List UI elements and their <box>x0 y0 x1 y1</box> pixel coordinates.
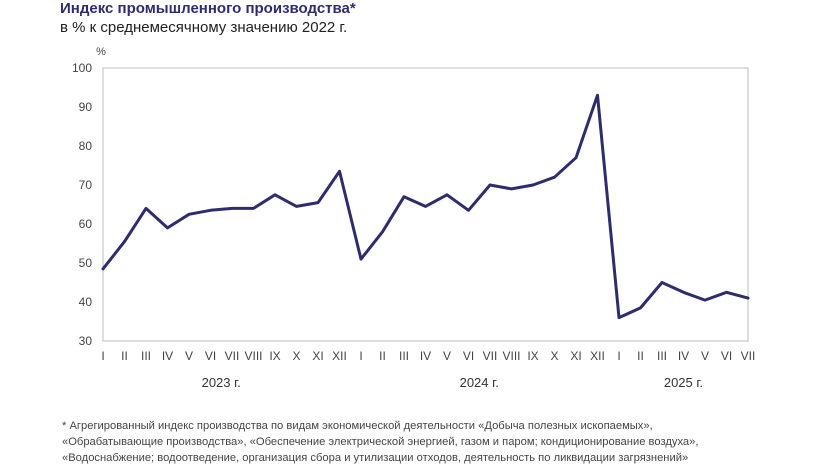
data-point <box>295 205 298 208</box>
data-point <box>381 230 384 233</box>
y-tick-label: 30 <box>79 334 93 348</box>
x-tick-label: VII <box>741 349 756 363</box>
x-tick-label: VI <box>205 349 216 363</box>
footnote-line-1: * Агрегированный индекс производства по … <box>62 420 653 432</box>
data-point <box>639 306 642 310</box>
x-tick-label: V <box>701 349 709 363</box>
data-point <box>467 209 470 212</box>
data-point <box>316 201 320 204</box>
x-tick-label: VIII <box>502 349 520 363</box>
x-tick-label: III <box>141 349 151 363</box>
x-tick-label: V <box>443 349 451 363</box>
data-point <box>596 94 599 97</box>
data-point <box>187 213 191 216</box>
year-label: 2024 г. <box>460 375 499 390</box>
footnote: * Агрегированный индекс производства по … <box>62 418 762 466</box>
y-tick-label: 80 <box>79 139 93 153</box>
x-tick-label: XII <box>332 349 347 363</box>
y-tick-label: 100 <box>72 61 92 75</box>
x-tick-label: XI <box>570 349 581 363</box>
data-point <box>273 193 277 196</box>
data-point <box>682 291 685 294</box>
data-point <box>510 187 513 191</box>
data-point <box>703 298 707 302</box>
x-tick-label: I <box>359 349 362 363</box>
x-tick-label: VIII <box>244 349 262 363</box>
footnote-line-2: «Обрабатывающие производства», «Обеспече… <box>62 436 699 448</box>
y-tick-label: 70 <box>79 178 93 192</box>
x-tick-label: II <box>121 349 128 363</box>
data-point <box>166 226 169 230</box>
data-point <box>209 209 212 212</box>
x-tick-label: II <box>379 349 386 363</box>
x-tick-label: I <box>101 349 104 363</box>
data-point <box>553 176 556 179</box>
y-tick-label: 40 <box>79 295 93 309</box>
data-point <box>445 193 449 196</box>
y-tick-label: 90 <box>79 100 93 114</box>
data-point <box>101 267 105 271</box>
x-tick-label: IV <box>678 349 689 363</box>
x-tick-label: X <box>292 349 300 363</box>
data-point <box>359 257 363 261</box>
data-point <box>746 296 750 300</box>
data-point <box>574 156 578 159</box>
x-tick-label: XII <box>590 349 605 363</box>
x-tick-label: VII <box>483 349 498 363</box>
x-tick-label: V <box>185 349 193 363</box>
plot-area <box>102 67 749 342</box>
chart-subtitle: в % к среднемесячному значению 2022 г. <box>60 19 348 36</box>
y-tick-label: 60 <box>79 217 93 231</box>
x-tick-label: X <box>550 349 558 363</box>
y-tick-label: 50 <box>79 256 93 270</box>
data-point <box>338 170 341 173</box>
data-point <box>252 207 255 210</box>
x-tick-label: IX <box>527 349 538 363</box>
year-label: 2023 г. <box>202 375 241 390</box>
x-tick-label: I <box>617 349 620 363</box>
data-point <box>402 195 406 198</box>
x-tick-label: IV <box>162 349 173 363</box>
x-tick-label: XI <box>312 349 323 363</box>
footnote-line-3: «Водоснабжение; водоотведение, организац… <box>62 452 689 464</box>
year-label: 2025 г. <box>664 375 703 390</box>
data-point <box>424 205 427 208</box>
data-point <box>144 207 148 210</box>
data-point <box>531 183 535 187</box>
y-unit-label: % <box>96 46 106 58</box>
x-tick-label: IX <box>269 349 280 363</box>
x-tick-label: II <box>637 349 644 363</box>
data-point <box>488 183 492 187</box>
x-tick-label: III <box>657 349 667 363</box>
x-tick-label: VII <box>225 349 240 363</box>
data-point <box>123 240 126 243</box>
x-tick-label: VI <box>721 349 732 363</box>
chart-title: Индекс промышленного производства* <box>60 0 356 17</box>
x-tick-label: VI <box>463 349 474 363</box>
data-point <box>660 281 664 284</box>
data-point <box>725 291 728 294</box>
data-point <box>617 316 621 319</box>
x-tick-label: III <box>399 349 409 363</box>
x-tick-label: IV <box>420 349 431 363</box>
data-point <box>230 207 234 210</box>
